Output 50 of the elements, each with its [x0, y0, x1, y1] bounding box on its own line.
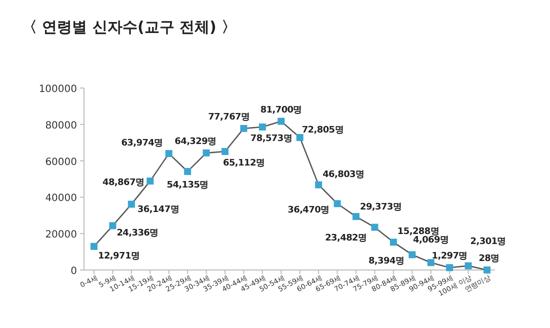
point: [315, 181, 322, 188]
data-label: 64,329명: [174, 136, 216, 147]
point: [90, 242, 98, 250]
point: [258, 123, 266, 130]
data-label: 2,301명: [470, 236, 506, 247]
point: [202, 149, 210, 156]
point: [446, 264, 454, 272]
point: [296, 134, 304, 141]
data-label: 78,573명: [250, 134, 292, 144]
y-tick-label: 80000: [45, 120, 77, 132]
data-label: 36,147명: [137, 205, 180, 216]
data-label: 29,373명: [360, 202, 402, 213]
data-label: 36,470명: [288, 206, 330, 216]
data-label: 65,112명: [223, 158, 265, 168]
data-label: 77,767명: [208, 112, 250, 122]
point: [278, 118, 285, 125]
data-label: 8,394명: [368, 256, 404, 267]
y-tick-label: 100000: [38, 84, 77, 95]
y-tick-label: 60000: [45, 156, 77, 168]
point: [184, 168, 192, 175]
data-label: 1,297명: [432, 252, 468, 262]
point: [146, 178, 154, 185]
point: [352, 213, 360, 220]
point: [371, 224, 378, 231]
data-label: 46,803명: [322, 170, 364, 180]
y-tick-label: 20000: [45, 230, 77, 241]
point: [165, 150, 172, 158]
y-tick-label: 0: [70, 266, 77, 277]
point: [464, 262, 472, 270]
data-label: 23,482명: [325, 233, 367, 244]
data-label: 72,805명: [302, 125, 344, 136]
point: [390, 238, 397, 246]
y-tick-label: 40000: [45, 193, 77, 204]
data-label: 28명: [478, 254, 500, 264]
data-label: 48,867명: [102, 178, 144, 188]
data-label: 12,971명: [98, 251, 140, 262]
point: [128, 200, 135, 208]
point: [408, 251, 416, 258]
point: [334, 200, 341, 208]
chart-title: 〈 연령별 신자수(교구 전체) 〉: [22, 18, 237, 36]
data-label: 81,700명: [260, 105, 302, 116]
data-label: 54,135명: [166, 180, 208, 190]
point: [427, 259, 434, 266]
point: [222, 148, 228, 155]
point: [109, 222, 116, 230]
data-label: 24,336명: [116, 228, 158, 239]
data-label: 63,974명: [121, 138, 163, 149]
point: [484, 266, 490, 274]
point: [240, 124, 248, 132]
data-label: 4,069명: [413, 236, 449, 246]
